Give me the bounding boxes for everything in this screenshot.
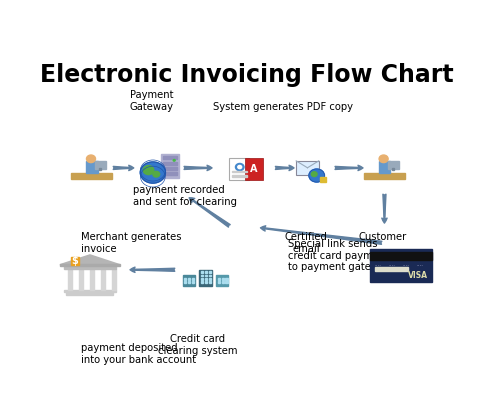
Circle shape	[143, 166, 154, 175]
Bar	[200, 281, 203, 283]
Bar	[182, 275, 194, 286]
Bar	[163, 167, 176, 170]
Bar	[163, 156, 176, 159]
Bar	[296, 161, 318, 175]
Bar	[95, 162, 106, 168]
Bar	[184, 281, 186, 283]
Circle shape	[378, 155, 387, 163]
Circle shape	[86, 155, 96, 163]
Bar	[64, 290, 116, 292]
Text: payment recorded
and sent for clearing: payment recorded and sent for clearing	[132, 185, 236, 207]
Bar	[208, 275, 211, 276]
Bar	[100, 269, 105, 289]
Bar	[192, 281, 194, 283]
Bar	[111, 269, 116, 289]
Text: VISA: VISA	[408, 271, 427, 280]
Bar	[391, 168, 393, 170]
Circle shape	[173, 160, 175, 161]
Circle shape	[308, 169, 324, 182]
Bar	[199, 269, 212, 286]
Bar	[89, 269, 94, 289]
Bar	[217, 278, 219, 280]
Circle shape	[140, 162, 165, 183]
Bar	[200, 278, 203, 280]
Text: Special link sends
credit card payment
to payment gateway: Special link sends credit card payment t…	[287, 239, 390, 272]
Bar	[188, 281, 190, 283]
Bar	[225, 278, 227, 280]
Bar	[79, 269, 83, 289]
Circle shape	[235, 164, 243, 171]
Circle shape	[237, 165, 241, 168]
Circle shape	[153, 171, 159, 177]
Bar	[378, 161, 389, 173]
Bar	[228, 158, 249, 180]
Text: $: $	[72, 256, 78, 266]
Bar	[160, 154, 179, 177]
Text: Certified
email: Certified email	[284, 232, 327, 254]
Bar	[387, 162, 398, 168]
Bar	[369, 249, 431, 282]
Text: ····: ····	[416, 264, 423, 269]
Text: System generates PDF copy: System generates PDF copy	[213, 101, 352, 112]
Bar	[319, 177, 325, 182]
Bar	[204, 278, 206, 280]
Bar	[71, 257, 79, 265]
Text: ····: ····	[388, 264, 395, 269]
Text: Electronic Invoicing Flow Chart: Electronic Invoicing Flow Chart	[40, 63, 452, 87]
Bar	[66, 292, 113, 295]
Bar	[374, 267, 408, 271]
Bar	[208, 271, 211, 273]
Bar	[369, 252, 431, 260]
Bar	[231, 175, 247, 177]
Bar	[163, 172, 176, 175]
Bar	[208, 278, 211, 280]
Bar	[217, 281, 219, 283]
Bar	[363, 173, 404, 179]
Text: Merchant generates
invoice: Merchant generates invoice	[81, 232, 181, 254]
Bar	[200, 275, 203, 276]
Text: Credit card
clearing system: Credit card clearing system	[158, 334, 237, 356]
Bar	[204, 281, 206, 283]
Bar	[204, 275, 206, 276]
Bar	[231, 171, 247, 172]
Text: A: A	[250, 164, 257, 174]
Bar	[192, 278, 194, 280]
Bar	[225, 281, 227, 283]
Bar	[163, 162, 176, 164]
Circle shape	[311, 172, 316, 177]
Bar	[200, 271, 203, 273]
Text: ····: ····	[374, 264, 381, 269]
Bar	[221, 278, 223, 280]
Bar	[60, 264, 120, 266]
Text: Customer: Customer	[358, 232, 406, 242]
Bar	[86, 161, 97, 173]
Text: payment deposited
into your bank account: payment deposited into your bank account	[81, 344, 195, 365]
Bar	[208, 281, 211, 283]
Polygon shape	[60, 255, 120, 265]
Bar	[68, 269, 72, 289]
Bar	[221, 281, 223, 283]
Bar	[244, 158, 263, 180]
Text: ····: ····	[402, 264, 409, 269]
Bar	[71, 173, 112, 179]
Bar	[204, 271, 206, 273]
Text: Payment
Gateway: Payment Gateway	[129, 90, 173, 112]
Bar	[188, 278, 190, 280]
Bar	[64, 265, 116, 269]
Bar	[184, 278, 186, 280]
Bar	[99, 168, 101, 170]
Bar	[216, 275, 228, 286]
